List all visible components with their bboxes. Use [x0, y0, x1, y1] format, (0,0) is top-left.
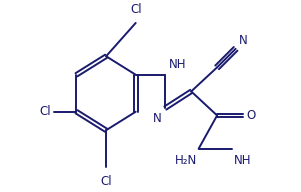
- Text: Cl: Cl: [130, 2, 141, 16]
- Text: N: N: [153, 112, 162, 125]
- Text: O: O: [247, 109, 256, 122]
- Text: N: N: [239, 34, 248, 47]
- Text: NH: NH: [169, 58, 187, 71]
- Text: NH: NH: [234, 154, 251, 167]
- Text: H₂N: H₂N: [175, 154, 197, 167]
- Text: Cl: Cl: [100, 175, 112, 188]
- Text: Cl: Cl: [39, 105, 51, 118]
